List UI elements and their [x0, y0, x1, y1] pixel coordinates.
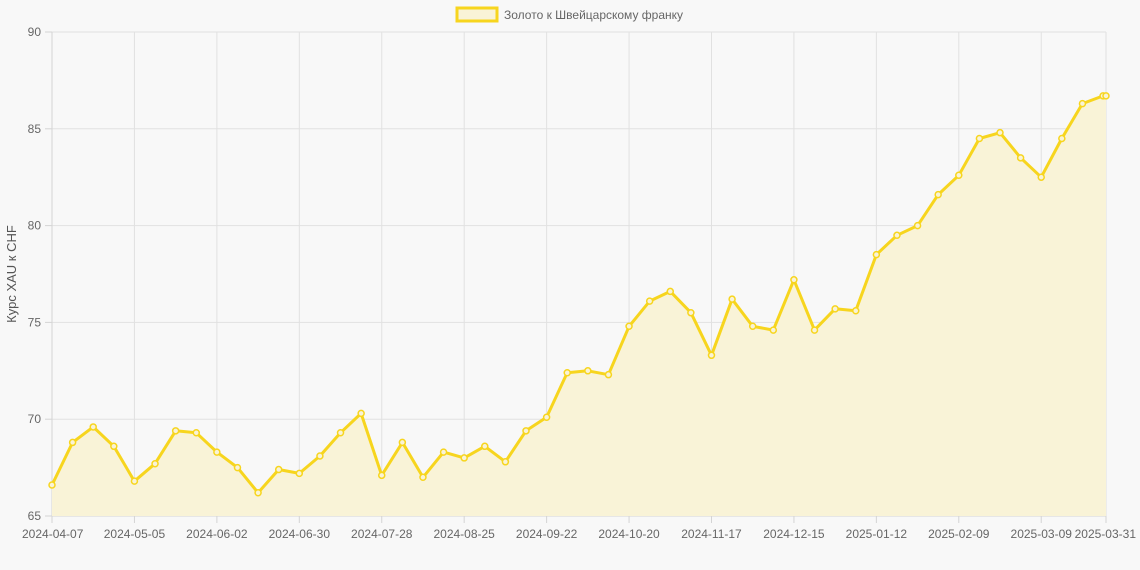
data-point[interactable]: [522, 427, 530, 435]
data-point[interactable]: [769, 326, 778, 334]
data-point[interactable]: [89, 423, 97, 431]
data-point[interactable]: [790, 276, 798, 284]
legend-swatch[interactable]: [455, 6, 499, 23]
y-tick-label: 80: [28, 219, 42, 233]
x-tick-label: 2024-06-02: [186, 527, 248, 541]
data-point[interactable]: [1078, 99, 1087, 108]
data-point[interactable]: [316, 452, 324, 460]
x-tick-label: 2024-10-20: [598, 527, 660, 541]
x-tick-label: 2024-06-30: [269, 527, 331, 541]
data-point[interactable]: [48, 481, 56, 489]
x-tick-label: 2025-02-09: [928, 527, 990, 541]
data-point[interactable]: [171, 427, 180, 435]
data-point[interactable]: [831, 305, 839, 313]
x-tick-label: 2024-07-28: [351, 527, 413, 541]
data-point[interactable]: [728, 295, 736, 303]
data-point[interactable]: [666, 287, 675, 296]
data-point[interactable]: [254, 489, 262, 497]
data-point[interactable]: [357, 409, 365, 418]
x-tick-label: 2024-05-05: [104, 527, 166, 541]
data-point[interactable]: [274, 465, 283, 474]
y-tick-label: 90: [28, 25, 42, 39]
data-point[interactable]: [810, 326, 819, 334]
data-point[interactable]: [625, 322, 633, 331]
data-point[interactable]: [604, 370, 613, 379]
x-tick-label: 2024-04-07: [22, 527, 84, 541]
data-point[interactable]: [130, 477, 139, 485]
data-point[interactable]: [481, 442, 489, 451]
x-tick-label: 2025-01-12: [846, 527, 908, 541]
data-point[interactable]: [645, 297, 654, 305]
legend[interactable]: Золото к Швейцарскому франку: [455, 6, 683, 23]
data-point[interactable]: [151, 459, 159, 468]
area-fill-layer: [52, 95, 1106, 517]
data-point[interactable]: [542, 413, 551, 422]
data-point[interactable]: [851, 307, 860, 315]
data-point[interactable]: [110, 442, 118, 451]
data-point[interactable]: [68, 438, 77, 447]
data-point[interactable]: [934, 190, 942, 199]
data-point[interactable]: [295, 469, 304, 478]
data-point[interactable]: [1037, 173, 1045, 181]
data-point[interactable]: [213, 448, 221, 456]
data-point[interactable]: [893, 231, 901, 240]
x-tick-label: 2024-08-25: [433, 527, 495, 541]
y-tick-label: 70: [28, 412, 42, 426]
data-point[interactable]: [996, 128, 1004, 137]
data-point[interactable]: [460, 454, 468, 462]
data-point[interactable]: [748, 322, 757, 331]
data-point[interactable]: [975, 134, 984, 143]
data-point[interactable]: [336, 429, 345, 437]
legend-label[interactable]: Золото к Швейцарскому франку: [504, 8, 683, 22]
x-tick-label: 2025-03-31: [1075, 527, 1137, 541]
data-point[interactable]: [584, 367, 592, 375]
data-point[interactable]: [872, 250, 881, 259]
data-point[interactable]: [707, 351, 716, 360]
data-points-layer: [48, 92, 1110, 497]
data-point[interactable]: [1016, 154, 1025, 162]
x-tick-label: 2024-12-15: [763, 527, 825, 541]
y-tick-label: 65: [28, 509, 42, 523]
y-tick-label: 85: [28, 122, 42, 136]
x-tick-label: 2024-11-17: [681, 527, 742, 541]
data-point[interactable]: [913, 221, 922, 230]
data-point[interactable]: [233, 463, 242, 472]
y-axis-tick-labels: 65 70 75 80 85 90: [28, 25, 42, 523]
series-area-fill: [52, 95, 1106, 517]
data-point[interactable]: [563, 368, 571, 377]
data-point[interactable]: [687, 308, 695, 317]
x-tick-label: 2025-03-09: [1011, 527, 1073, 541]
data-point[interactable]: [439, 448, 448, 456]
y-tick-label: 75: [28, 315, 42, 329]
data-point[interactable]: [192, 429, 201, 437]
data-point[interactable]: [419, 473, 427, 482]
data-point[interactable]: [955, 171, 963, 180]
data-point[interactable]: [1058, 134, 1066, 143]
data-point[interactable]: [1102, 92, 1110, 100]
data-point[interactable]: [398, 438, 407, 447]
x-axis-tick-labels: 2024-04-07 2024-05-05 2024-06-02 2024-06-30…: [22, 527, 1136, 541]
data-point[interactable]: [377, 471, 386, 480]
x-tick-label: 2024-09-22: [516, 527, 578, 541]
y-axis-title: Курс XAU к CHF: [4, 225, 19, 323]
data-point[interactable]: [501, 458, 510, 466]
